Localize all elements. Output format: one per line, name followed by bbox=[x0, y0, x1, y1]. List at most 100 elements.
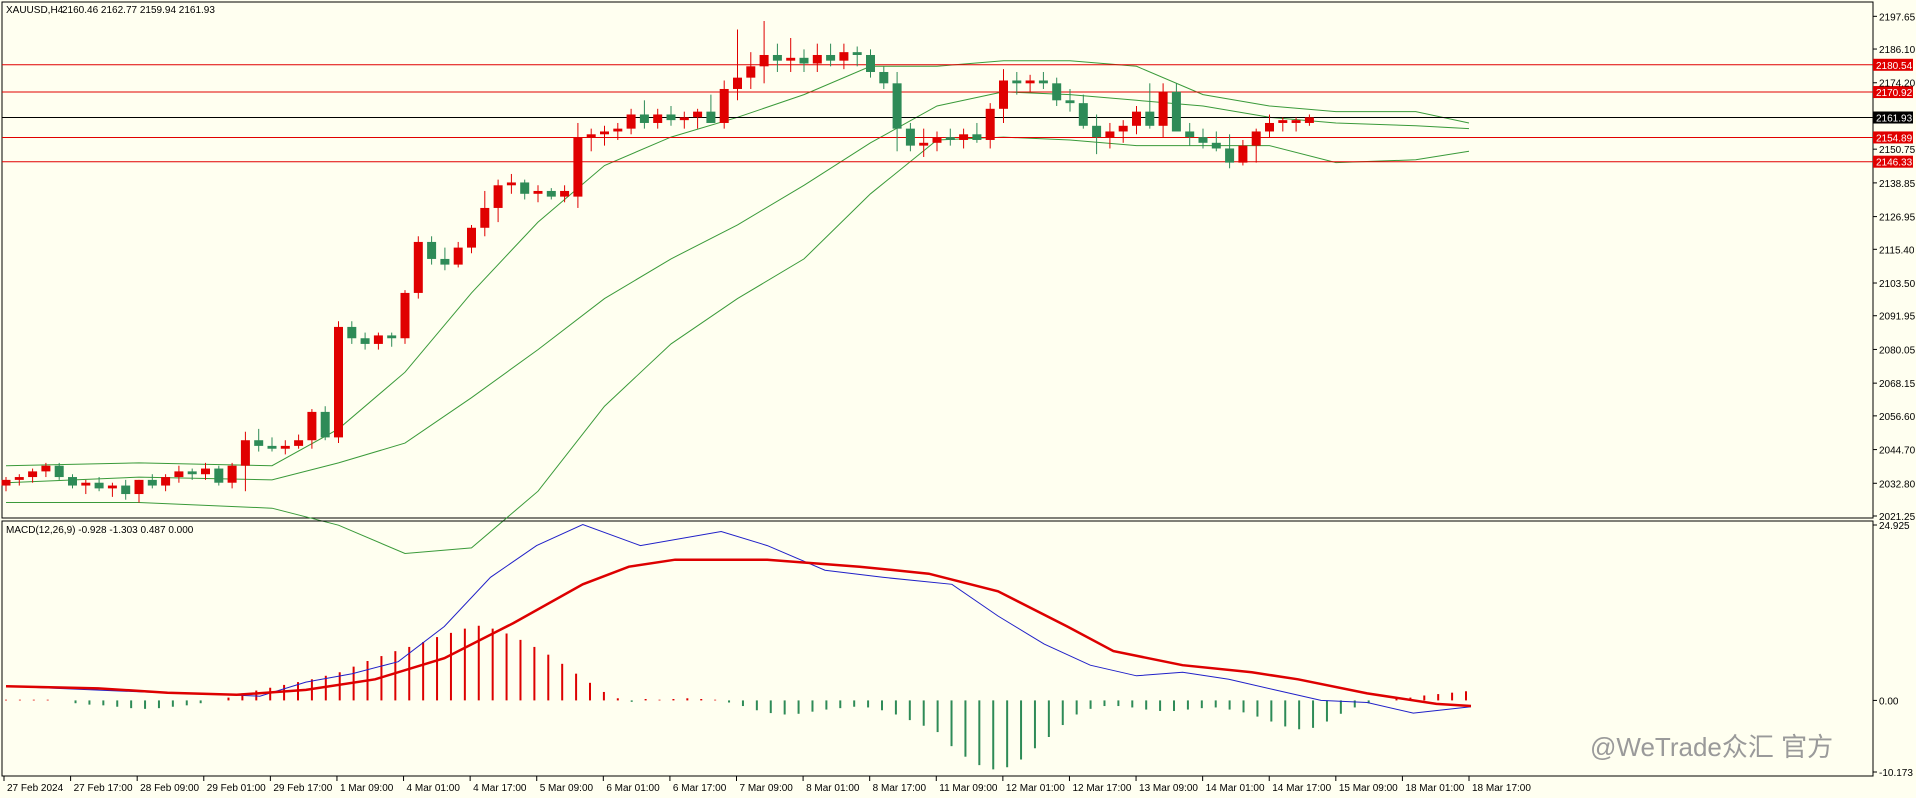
candle-body[interactable] bbox=[1012, 80, 1022, 84]
candle-body[interactable] bbox=[41, 465, 51, 472]
candle-body[interactable] bbox=[493, 185, 503, 208]
candle-body[interactable] bbox=[280, 445, 290, 449]
candle-body[interactable] bbox=[653, 114, 663, 123]
candle-body[interactable] bbox=[254, 440, 264, 446]
candle-body[interactable] bbox=[1158, 91, 1168, 126]
candle-body[interactable] bbox=[919, 142, 929, 146]
candle-body[interactable] bbox=[626, 114, 636, 129]
candle-body[interactable] bbox=[560, 190, 570, 197]
candle-body[interactable] bbox=[679, 117, 689, 121]
candle-body[interactable] bbox=[533, 190, 543, 194]
candle-body[interactable] bbox=[1265, 122, 1274, 132]
candle-body[interactable] bbox=[440, 258, 450, 265]
candle-body[interactable] bbox=[573, 137, 583, 197]
candle-body[interactable] bbox=[121, 485, 131, 495]
candle-body[interactable] bbox=[1291, 120, 1301, 123]
candle-body[interactable] bbox=[812, 54, 822, 64]
candle-body[interactable] bbox=[892, 83, 902, 129]
candle-body[interactable] bbox=[1304, 117, 1314, 123]
candle-body[interactable] bbox=[347, 326, 357, 339]
candle-body[interactable] bbox=[506, 182, 516, 186]
candle-body[interactable] bbox=[826, 54, 836, 61]
candle-body[interactable] bbox=[932, 137, 942, 143]
candle-body[interactable] bbox=[1025, 80, 1035, 84]
candle-body[interactable] bbox=[68, 477, 77, 486]
candle-body[interactable] bbox=[693, 111, 703, 118]
candle-body[interactable] bbox=[240, 440, 250, 466]
candle-body[interactable] bbox=[706, 111, 716, 123]
candle-body[interactable] bbox=[786, 57, 796, 61]
candle-body[interactable] bbox=[201, 468, 210, 475]
candle-body[interactable] bbox=[334, 326, 343, 438]
candle-body[interactable] bbox=[759, 54, 769, 67]
candle-body[interactable] bbox=[227, 465, 237, 483]
candle-body[interactable] bbox=[852, 52, 862, 55]
candle-body[interactable] bbox=[14, 477, 24, 480]
candle-body[interactable] bbox=[945, 137, 955, 140]
candle-body[interactable] bbox=[666, 114, 676, 121]
candle-body[interactable] bbox=[639, 114, 649, 123]
candle-body[interactable] bbox=[799, 57, 809, 64]
candle-body[interactable] bbox=[1052, 83, 1062, 101]
candle-body[interactable] bbox=[1105, 131, 1115, 138]
candle-body[interactable] bbox=[161, 477, 171, 486]
candle-body[interactable] bbox=[214, 468, 224, 483]
candle-body[interactable] bbox=[879, 71, 889, 84]
price-pane[interactable] bbox=[1, 1, 1874, 555]
candle-body[interactable] bbox=[413, 241, 423, 293]
candle-body[interactable] bbox=[294, 440, 304, 446]
candle-body[interactable] bbox=[999, 80, 1008, 109]
candle-body[interactable] bbox=[387, 335, 397, 339]
candle-body[interactable] bbox=[1185, 131, 1195, 138]
candle-body[interactable] bbox=[1092, 125, 1102, 138]
candle-body[interactable] bbox=[373, 335, 383, 344]
candle-body[interactable] bbox=[746, 66, 756, 78]
candle-body[interactable] bbox=[1078, 103, 1088, 126]
macd-pane[interactable] bbox=[1, 520, 1874, 777]
candle-body[interactable] bbox=[400, 292, 410, 339]
candle-body[interactable] bbox=[427, 241, 437, 259]
candle-body[interactable] bbox=[546, 190, 556, 197]
candle-body[interactable] bbox=[866, 54, 875, 72]
candle-body[interactable] bbox=[94, 482, 104, 489]
candle-body[interactable] bbox=[1171, 91, 1181, 132]
candle-body[interactable] bbox=[985, 108, 995, 140]
candle-body[interactable] bbox=[586, 134, 596, 138]
candle-body[interactable] bbox=[972, 134, 982, 140]
candle-body[interactable] bbox=[187, 471, 197, 475]
candle-body[interactable] bbox=[267, 445, 277, 449]
candle-body[interactable] bbox=[147, 479, 157, 486]
candle-body[interactable] bbox=[959, 134, 969, 140]
candle-body[interactable] bbox=[1225, 148, 1235, 163]
candle-body[interactable] bbox=[307, 411, 317, 441]
candle-body[interactable] bbox=[1278, 120, 1288, 123]
candle-body[interactable] bbox=[1238, 145, 1248, 163]
candle-body[interactable] bbox=[719, 88, 729, 123]
candle-body[interactable] bbox=[54, 465, 64, 478]
candle-body[interactable] bbox=[600, 131, 609, 135]
candle-body[interactable] bbox=[1118, 125, 1128, 132]
candle-body[interactable] bbox=[1, 479, 11, 486]
candle-body[interactable] bbox=[480, 207, 490, 228]
candle-body[interactable] bbox=[1065, 100, 1075, 104]
candle-body[interactable] bbox=[520, 182, 530, 194]
candle-body[interactable] bbox=[81, 482, 91, 486]
candle-body[interactable] bbox=[174, 471, 184, 478]
candle-body[interactable] bbox=[839, 52, 849, 61]
candle-body[interactable] bbox=[1038, 80, 1048, 84]
candle-body[interactable] bbox=[28, 471, 38, 478]
candle-body[interactable] bbox=[360, 338, 370, 344]
candle-body[interactable] bbox=[1145, 111, 1155, 126]
candle-body[interactable] bbox=[613, 128, 623, 132]
candle-body[interactable] bbox=[453, 247, 463, 265]
candle-body[interactable] bbox=[107, 485, 117, 489]
candle-body[interactable] bbox=[1211, 142, 1221, 149]
candle-body[interactable] bbox=[1251, 131, 1261, 146]
candle-body[interactable] bbox=[905, 128, 915, 146]
candle-body[interactable] bbox=[772, 54, 782, 61]
candle-body[interactable] bbox=[467, 227, 476, 248]
candle-body[interactable] bbox=[733, 77, 742, 89]
candle-body[interactable] bbox=[320, 411, 330, 438]
candle-body[interactable] bbox=[1198, 137, 1208, 143]
